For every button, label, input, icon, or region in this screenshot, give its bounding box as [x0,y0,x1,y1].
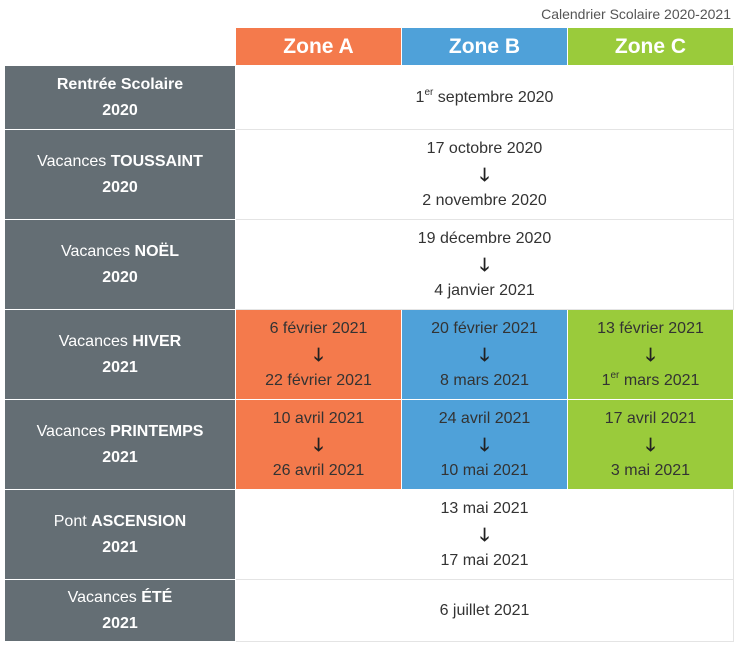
table-row: Rentrée Scolaire 2020 1er septembre 2020 [4,65,734,130]
calendar-caption: Calendrier Scolaire 2020-2021 [541,6,731,22]
row-label: Rentrée Scolaire 2020 [4,65,236,130]
school-calendar-table: Zone A Zone B Zone C Rentrée Scolaire 20… [4,27,734,642]
zone-b-header: Zone B [401,27,568,66]
start-date: 10 avril 2021 [272,409,365,427]
date-cell-all-zones: 17 octobre 2020 🡓 2 novembre 2020 [235,129,734,220]
table-row: Vacances TOUSSAINT 2020 17 octobre 2020 … [4,129,734,220]
start-date: 19 décembre 2020 [417,229,552,247]
end-date: 26 avril 2021 [272,461,365,479]
row-label-year: 2020 [102,268,138,286]
row-label: Vacances NOËL 2020 [4,219,236,310]
end-date: 8 mars 2021 [440,371,529,389]
row-label-bold: ÉTÉ [141,588,173,606]
table-row: Pont ASCENSION 2021 13 mai 2021 🡓 17 mai… [4,489,734,580]
arrow-down-icon: 🡓 [645,434,656,455]
row-label-year: 2021 [102,538,138,556]
date-text: 1 [415,88,425,106]
arrow-down-icon: 🡓 [313,434,324,455]
start-date: 17 avril 2021 [604,409,697,427]
date-cell-zone-a: 10 avril 2021 🡓 26 avril 2021 [235,399,402,490]
row-label-year: 2020 [102,178,138,196]
end-date: 1er mars 2021 [601,369,700,389]
row-label-prefix: Vacances [58,332,133,350]
date-cell-zone-c: 17 avril 2021 🡓 3 mai 2021 [567,399,734,490]
row-label: Pont ASCENSION 2021 [4,489,236,580]
date-text: septembre 2020 [433,88,554,106]
end-date: 4 janvier 2021 [434,281,535,299]
end-date: 3 mai 2021 [610,461,691,479]
row-label: Vacances ÉTÉ 2021 [4,579,236,642]
row-label-prefix: Vacances [67,588,142,606]
arrow-down-icon: 🡓 [479,254,490,275]
end-date: 22 février 2021 [265,371,372,389]
row-label-year: 2021 [102,448,138,466]
start-date: 17 octobre 2020 [426,139,543,157]
date-cell-zone-a: 6 février 2021 🡓 22 février 2021 [235,309,402,400]
row-label-prefix: Pont [53,512,92,530]
header-row: Zone A Zone B Zone C [4,27,734,66]
date-cell-all-zones: 6 juillet 2021 [235,579,734,642]
date-cell-zone-b: 20 février 2021 🡓 8 mars 2021 [401,309,568,400]
date-cell-all-zones: 1er septembre 2020 [235,65,734,130]
date-cell-zone-c: 13 février 2021 🡓 1er mars 2021 [567,309,734,400]
date-cell-all-zones: 13 mai 2021 🡓 17 mai 2021 [235,489,734,580]
zone-c-header: Zone C [567,27,734,66]
table-row: Vacances HIVER 2021 6 février 2021 🡓 22 … [4,309,734,400]
ordinal-suffix: er [424,86,434,98]
table-row: Vacances ÉTÉ 2021 6 juillet 2021 [4,579,734,642]
row-label: Vacances TOUSSAINT 2020 [4,129,236,220]
row-label-bold: HIVER [132,332,182,350]
arrow-down-icon: 🡓 [479,164,490,185]
row-label-bold: NOËL [134,242,179,260]
start-date: 13 février 2021 [597,319,704,337]
table-row: Vacances NOËL 2020 19 décembre 2020 🡓 4 … [4,219,734,310]
zone-a-header: Zone A [235,27,402,66]
row-label-prefix: Vacances [37,152,111,170]
row-label-bold: PRINTEMPS [110,422,204,440]
end-date-rest: mars 2021 [619,371,700,389]
table-row: Vacances PRINTEMPS 2021 10 avril 2021 🡓 … [4,399,734,490]
start-date: 6 février 2021 [269,319,368,337]
row-label-year: 2021 [102,358,138,376]
end-date-day: 1 [601,371,611,389]
arrow-down-icon: 🡓 [479,434,490,455]
row-label-prefix: Vacances [61,242,135,260]
start-date: 13 mai 2021 [440,499,529,517]
arrow-down-icon: 🡓 [313,344,324,365]
row-label: Vacances PRINTEMPS 2021 [4,399,236,490]
date-cell-all-zones: 19 décembre 2020 🡓 4 janvier 2021 [235,219,734,310]
row-label-prefix: Vacances [36,422,111,440]
end-date: 17 mai 2021 [440,551,529,569]
row-label-year: 2021 [102,614,138,632]
arrow-down-icon: 🡓 [645,344,656,365]
header-corner [4,27,236,66]
end-date: 2 novembre 2020 [422,191,547,209]
date-cell-zone-b: 24 avril 2021 🡓 10 mai 2021 [401,399,568,490]
end-date: 10 mai 2021 [440,461,529,479]
arrow-down-icon: 🡓 [479,344,490,365]
row-label-bold: ASCENSION [91,512,187,530]
start-date: 24 avril 2021 [438,409,531,427]
start-date: 20 février 2021 [431,319,538,337]
date-text: 6 juillet 2021 [439,601,530,619]
arrow-down-icon: 🡓 [479,524,490,545]
row-label-year: 2020 [102,101,138,119]
row-label: Vacances HIVER 2021 [4,309,236,400]
row-label-bold: TOUSSAINT [110,152,203,170]
ordinal-suffix: er [610,369,620,381]
row-label-bold: Rentrée Scolaire [56,75,184,93]
